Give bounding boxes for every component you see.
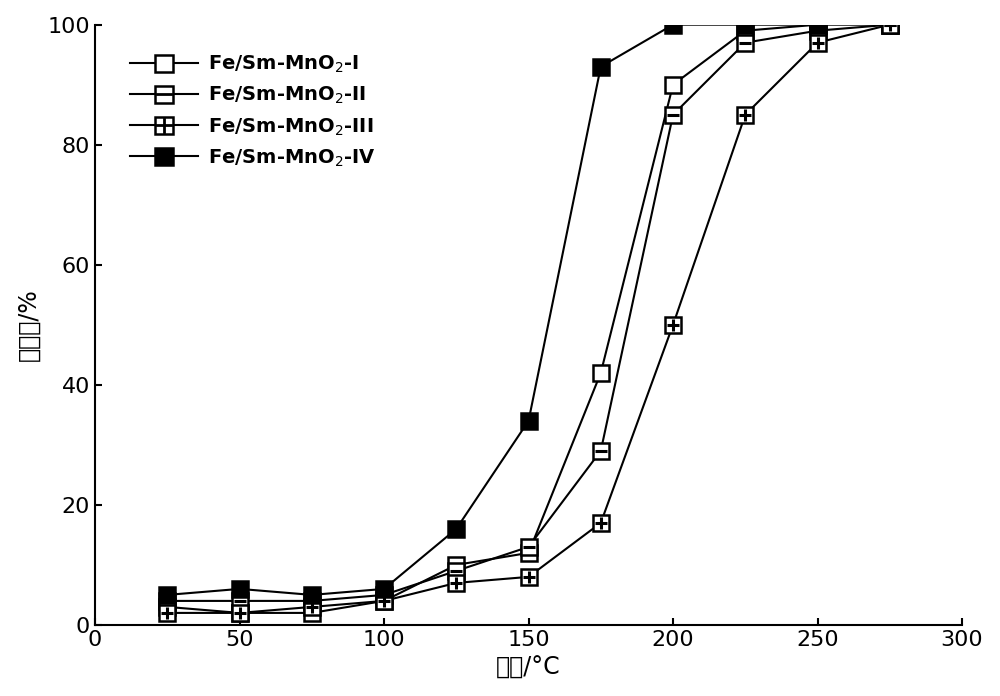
Y-axis label: 转化率/%: 转化率/%	[17, 288, 41, 361]
X-axis label: 温度/°C: 温度/°C	[496, 656, 561, 679]
Legend: Fe/Sm-MnO$_2$-I, Fe/Sm-MnO$_2$-II, Fe/Sm-MnO$_2$-III, Fe/Sm-MnO$_2$-IV: Fe/Sm-MnO$_2$-I, Fe/Sm-MnO$_2$-II, Fe/Sm…	[122, 47, 383, 176]
